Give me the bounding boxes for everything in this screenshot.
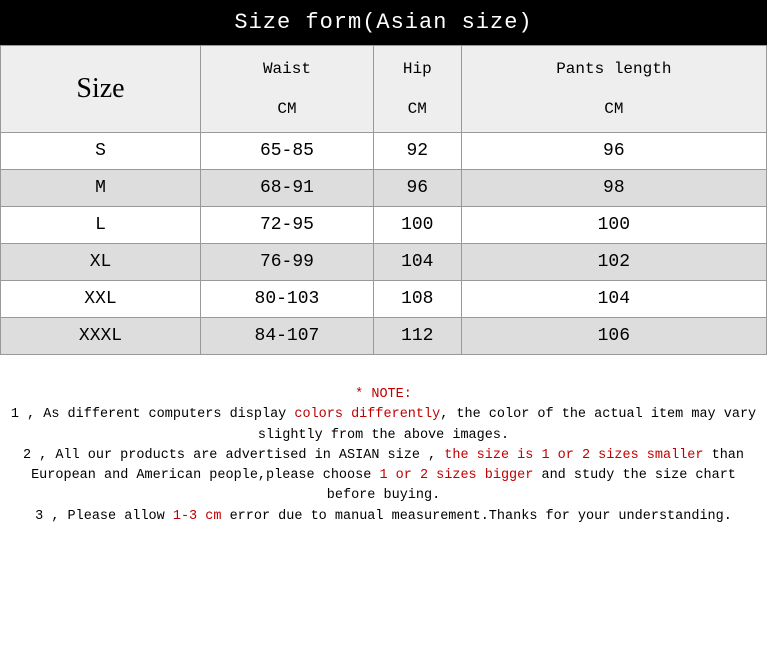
waist-cell: 76-99 — [201, 244, 374, 281]
col-label: Waist — [201, 60, 373, 100]
table-row: M 68-91 96 98 — [1, 170, 767, 207]
note-highlight: the size is 1 or 2 sizes smaller — [444, 448, 703, 463]
waist-cell: 68-91 — [201, 170, 374, 207]
length-cell: 106 — [461, 318, 766, 355]
table-row: XXXL 84-107 112 106 — [1, 318, 767, 355]
hip-cell: 104 — [373, 244, 461, 281]
size-cell: XXXL — [1, 318, 201, 355]
size-chart-container: Size form(Asian size) Size Waist CM Hip … — [0, 0, 767, 537]
table-row: XL 76-99 104 102 — [1, 244, 767, 281]
col-header-waist: Waist CM — [201, 46, 374, 133]
table-row: L 72-95 100 100 — [1, 207, 767, 244]
size-table: Size Waist CM Hip CM Pants length CM S 6… — [0, 45, 767, 355]
hip-cell: 96 — [373, 170, 461, 207]
size-cell: L — [1, 207, 201, 244]
note-highlight: 1 or 2 sizes bigger — [379, 468, 533, 483]
notes-heading: * NOTE: — [355, 387, 412, 402]
note-text: 2 , All our products are advertised in A… — [23, 448, 444, 463]
title-bar: Size form(Asian size) — [0, 0, 767, 45]
size-cell: XXL — [1, 281, 201, 318]
note-highlight: colors differently — [294, 407, 440, 422]
title-text: Size form(Asian size) — [234, 10, 532, 35]
note-highlight: 1-3 cm — [173, 509, 222, 524]
length-cell: 96 — [461, 133, 766, 170]
waist-cell: 72-95 — [201, 207, 374, 244]
length-cell: 100 — [461, 207, 766, 244]
hip-cell: 92 — [373, 133, 461, 170]
note-text: error due to manual measurement.Thanks f… — [221, 509, 731, 524]
col-unit: CM — [201, 100, 373, 118]
col-unit: CM — [374, 100, 461, 118]
hip-cell: 108 — [373, 281, 461, 318]
size-cell: S — [1, 133, 201, 170]
col-label: Pants length — [462, 60, 766, 100]
size-cell: M — [1, 170, 201, 207]
length-cell: 104 — [461, 281, 766, 318]
waist-cell: 65-85 — [201, 133, 374, 170]
length-cell: 102 — [461, 244, 766, 281]
col-label: Hip — [374, 60, 461, 100]
waist-cell: 84-107 — [201, 318, 374, 355]
size-header-cell: Size — [1, 46, 201, 133]
header-row: Size Waist CM Hip CM Pants length CM — [1, 46, 767, 133]
notes-section: * NOTE: 1 , As different computers displ… — [0, 355, 767, 537]
table-row: S 65-85 92 96 — [1, 133, 767, 170]
waist-cell: 80-103 — [201, 281, 374, 318]
size-cell: XL — [1, 244, 201, 281]
col-unit: CM — [462, 100, 766, 118]
length-cell: 98 — [461, 170, 766, 207]
size-header-label: Size — [76, 73, 124, 104]
col-header-hip: Hip CM — [373, 46, 461, 133]
hip-cell: 100 — [373, 207, 461, 244]
note-text: 3 , Please allow — [35, 509, 173, 524]
note-text: 1 , As different computers display — [11, 407, 295, 422]
table-row: XXL 80-103 108 104 — [1, 281, 767, 318]
col-header-length: Pants length CM — [461, 46, 766, 133]
hip-cell: 112 — [373, 318, 461, 355]
